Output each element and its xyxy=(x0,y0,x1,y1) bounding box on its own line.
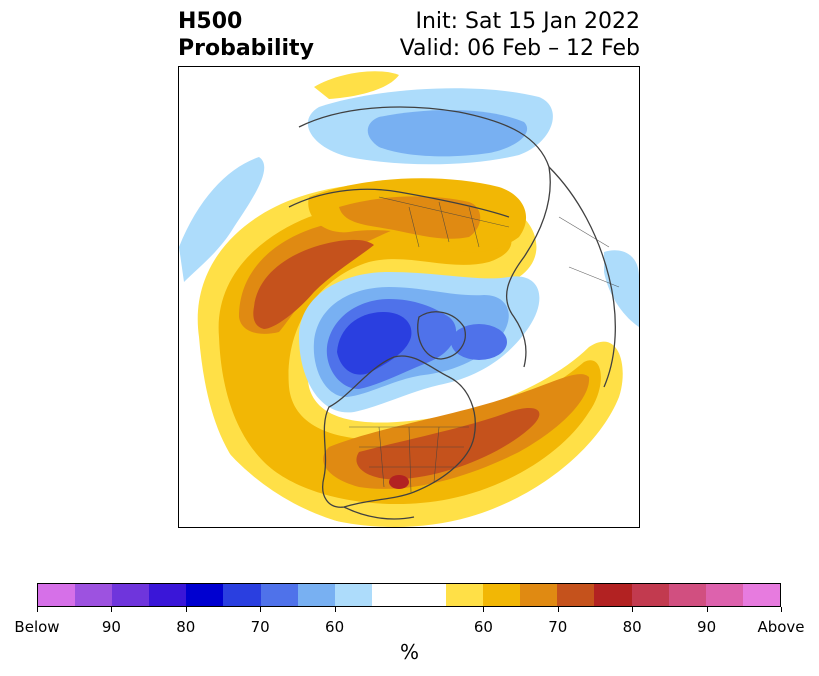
map-title: H500 Probability xyxy=(178,8,314,62)
above-normal-peak xyxy=(389,475,409,489)
pacific-below-normal xyxy=(604,250,639,327)
colorbar-segment xyxy=(149,584,187,606)
colorbar-tick-label: 70 xyxy=(548,618,568,636)
colorbar-tick xyxy=(185,607,187,612)
colorbar-tick xyxy=(334,607,336,612)
colorbar-tick xyxy=(557,607,559,612)
europe-warm-core xyxy=(339,196,481,239)
colorbar-tick xyxy=(706,607,708,612)
colorbar-segment xyxy=(557,584,595,606)
title-line-1: H500 xyxy=(178,9,243,34)
atlantic-below-normal xyxy=(179,157,265,282)
colorbar-tick xyxy=(483,607,485,612)
below-normal-core xyxy=(337,312,412,375)
colorbar-tick-label: 90 xyxy=(697,618,717,636)
colorbar-tick xyxy=(781,607,782,612)
border-line xyxy=(408,426,412,493)
colorbar-segment xyxy=(223,584,261,606)
arctic-warm-region xyxy=(314,71,399,99)
colorbar-segment xyxy=(186,584,224,606)
colorbar-segment xyxy=(371,584,447,606)
border-line xyxy=(378,196,510,228)
init-date: Init: Sat 15 Jan 2022 xyxy=(415,9,640,34)
colorbar-tick-label: Below xyxy=(14,618,60,636)
border-line xyxy=(408,206,420,248)
colorbar-segment xyxy=(75,584,113,606)
borders xyxy=(349,196,620,493)
colorbar-segment xyxy=(742,584,780,606)
colorbar-segment xyxy=(520,584,558,606)
above-normal-core-1 xyxy=(253,239,374,329)
colorbar-tick-labels: Below 90 80 70 60 60 70 80 90 Above xyxy=(0,618,819,638)
colorbar-segment xyxy=(594,584,632,606)
coastline-europe xyxy=(288,188,510,218)
title-line-2: Probability xyxy=(178,36,314,61)
colorbar-segment xyxy=(446,584,484,606)
colorbar-tick-label: Above xyxy=(757,618,805,636)
colorbar-tick xyxy=(111,607,113,612)
coastline-central-america xyxy=(343,506,415,520)
colorbar-segment xyxy=(112,584,150,606)
coastline-asia-east xyxy=(548,166,616,388)
map-canvas xyxy=(179,67,639,527)
border-line xyxy=(558,216,610,248)
coastlines xyxy=(288,106,616,520)
colorbar-segment xyxy=(38,584,76,606)
colorbar-tick-label: 70 xyxy=(250,618,270,636)
colorbar-unit-label: % xyxy=(399,640,419,664)
colorbar-segment xyxy=(483,584,521,606)
colorbar-segment xyxy=(297,584,335,606)
colorbar-tick xyxy=(37,607,38,612)
border-line xyxy=(568,266,620,288)
colorbar-segment xyxy=(668,584,706,606)
date-info: Init: Sat 15 Jan 2022 Valid: 06 Feb – 12… xyxy=(400,8,640,62)
colorbar-tick-label: 80 xyxy=(176,618,196,636)
coastline-eurasia xyxy=(298,106,551,368)
coastline-greenland xyxy=(417,311,466,360)
colorbar-tick xyxy=(260,607,262,612)
border-line xyxy=(433,426,440,483)
border-line xyxy=(438,201,450,243)
colorbar-tick xyxy=(632,607,634,612)
border-line xyxy=(378,426,385,488)
probability-map xyxy=(178,66,640,528)
colorbar-tick-label: 80 xyxy=(622,618,642,636)
coastline-north-america xyxy=(322,355,476,508)
below-normal-east-core xyxy=(451,324,507,360)
colorbar-tick-label: 90 xyxy=(101,618,121,636)
border-line xyxy=(468,206,480,248)
colorbar xyxy=(37,583,781,607)
colorbar-tick-label: 60 xyxy=(325,618,345,636)
colorbar-segment xyxy=(705,584,743,606)
colorbar-tick-label: 60 xyxy=(473,618,493,636)
colorbar-segment xyxy=(260,584,298,606)
above-normal-core-3 xyxy=(356,408,540,480)
siberia-below-normal-core xyxy=(367,110,528,157)
valid-date: Valid: 06 Feb – 12 Feb xyxy=(399,36,640,61)
colorbar-segment xyxy=(631,584,669,606)
colorbar-segment xyxy=(334,584,372,606)
